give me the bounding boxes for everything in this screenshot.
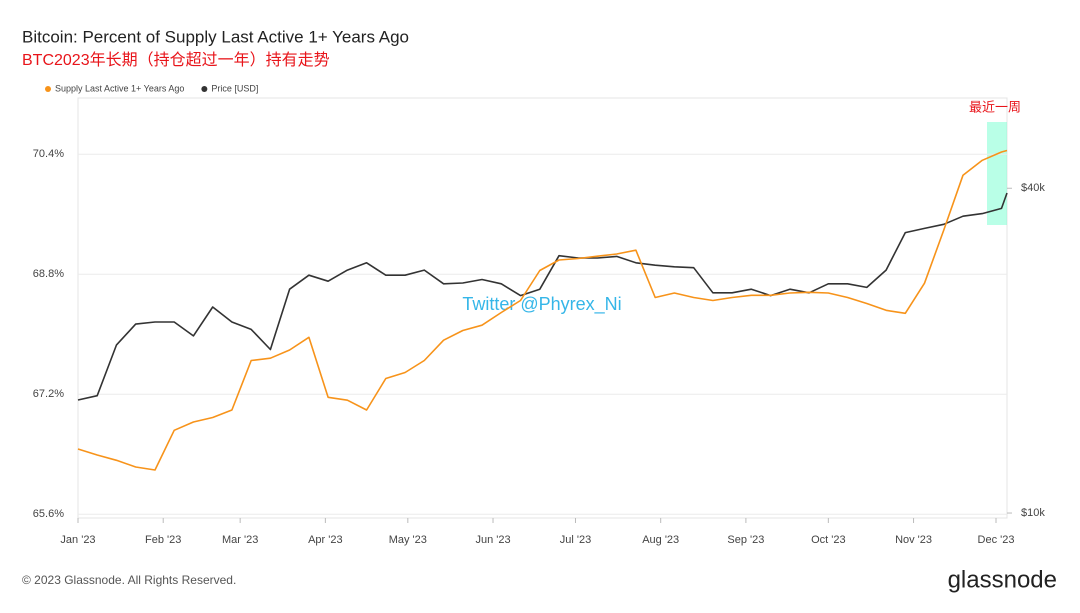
y2-tick-label: $10k: [1021, 507, 1045, 519]
y-tick-label: 67.2%: [33, 388, 64, 400]
annotation: 最近一周: [969, 99, 1021, 114]
legend-swatch: [45, 86, 51, 92]
legend-label: Supply Last Active 1+ Years Ago: [55, 83, 184, 93]
x-tick-label: May '23: [389, 534, 427, 546]
series-line: [77, 192, 1008, 401]
legend-swatch: [201, 86, 208, 92]
y-tick-label: 65.6%: [33, 508, 64, 520]
y2-tick-label: $40k: [1021, 182, 1045, 194]
brand-logo: glassnode: [948, 566, 1057, 593]
x-tick-label: Oct '23: [811, 534, 846, 546]
legend-label: Price [USD]: [211, 83, 258, 93]
series-line: [77, 149, 1008, 471]
x-tick-label: Feb '23: [145, 534, 181, 546]
plot-frame: [77, 97, 1008, 519]
x-tick-label: Apr '23: [308, 534, 343, 546]
chart-title: Bitcoin: Percent of Supply Last Active 1…: [22, 27, 409, 46]
x-tick-label: Nov '23: [895, 534, 932, 546]
x-tick-label: Aug '23: [642, 534, 679, 546]
y-tick-label: 70.4%: [33, 148, 64, 160]
x-tick-label: Jul '23: [560, 534, 591, 546]
highlight-region: [987, 122, 1007, 225]
x-tick-label: Jan '23: [60, 534, 95, 546]
x-tick-label: Jun '23: [475, 534, 510, 546]
y-tick-label: 68.8%: [33, 268, 64, 280]
chart-subtitle: BTC2023年长期（持仓超过一年）持有走势: [22, 51, 330, 69]
x-tick-label: Dec '23: [978, 534, 1015, 546]
footer: © 2023 Glassnode. All Rights Reserved.: [22, 573, 236, 587]
watermark: Twitter @Phyrex_Ni: [462, 294, 621, 315]
x-tick-label: Mar '23: [222, 534, 258, 546]
x-tick-label: Sep '23: [727, 534, 764, 546]
